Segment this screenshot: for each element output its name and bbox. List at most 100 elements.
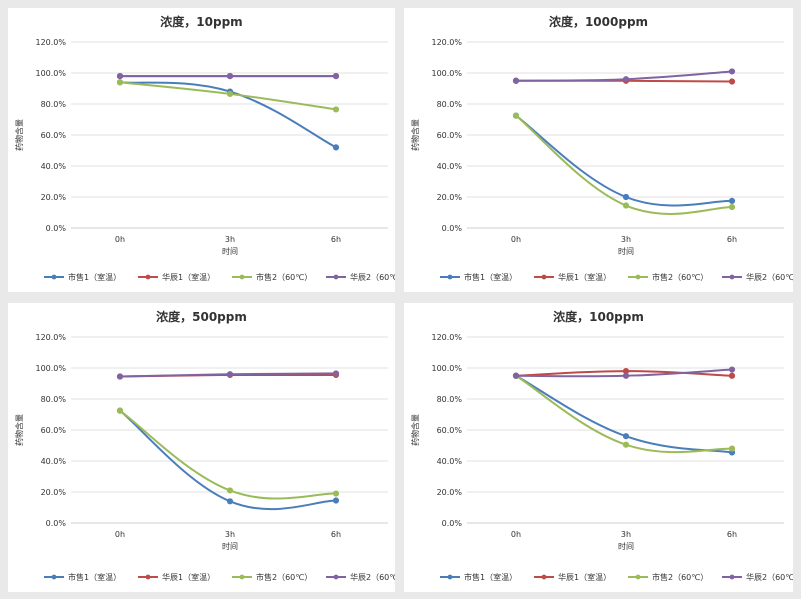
x-tick-label: 0h — [511, 235, 521, 244]
data-point — [332, 144, 340, 151]
y-tick-label: 0.0% — [442, 519, 463, 528]
data-point — [728, 78, 736, 85]
legend-marker — [541, 274, 547, 280]
series-line — [119, 409, 337, 500]
legend-label: 华辰2（60℃） — [746, 572, 793, 582]
y-tick-label: 40.0% — [437, 162, 463, 171]
legend-label: 市售1（室温） — [68, 272, 121, 282]
y-tick-label: 80.0% — [437, 100, 463, 109]
y-tick-label: 0.0% — [442, 224, 463, 233]
chart-title: 浓度，1000ppm — [549, 14, 648, 29]
data-point — [226, 487, 234, 494]
chart-svg: 浓度，100ppm 0.0% 20.0% 40.0% 60.0% 80.0% 100.0% 1… — [410, 309, 793, 582]
data-point — [226, 90, 234, 98]
legend-marker — [447, 274, 453, 280]
legend-marker — [51, 574, 57, 580]
y-tick-label: 100.0% — [35, 69, 66, 78]
y-tick-label: 60.0% — [41, 426, 67, 435]
y-tick-label: 40.0% — [41, 457, 67, 466]
data-point — [332, 370, 340, 377]
data-point — [728, 372, 736, 379]
legend-marker — [447, 574, 453, 580]
legend-label: 华辰2（60℃） — [746, 272, 793, 282]
y-axis-label: 药物含量 — [14, 414, 24, 446]
y-tick-label: 20.0% — [41, 193, 67, 202]
legend-label: 华辰2（60℃） — [350, 272, 395, 282]
data-point — [622, 441, 630, 448]
y-tick-label: 100.0% — [431, 364, 462, 373]
chart-panel: 浓度，100ppm 0.0% 20.0% 40.0% 60.0% 80.0% 100.0% 1… — [404, 303, 793, 592]
data-point — [622, 193, 630, 201]
legend-marker — [729, 274, 735, 280]
chart-panel: 浓度，1000ppm 0.0% 20.0% 40.0% 60.0% 80.0% 100.0%… — [404, 8, 793, 292]
legend-marker — [333, 574, 339, 580]
x-tick-label: 0h — [115, 235, 125, 244]
legend-label: 市售2（60℃） — [256, 272, 312, 282]
legend-marker — [729, 574, 735, 580]
x-tick-label: 6h — [331, 530, 341, 539]
y-tick-label: 120.0% — [35, 38, 66, 47]
chart-svg: 浓度，10ppm 0.0% 20.0% 40.0% 60.0% 80.0% 100.0% 12… — [14, 14, 395, 282]
data-point — [728, 203, 736, 211]
y-tick-label: 80.0% — [41, 100, 67, 109]
data-point — [226, 371, 234, 378]
legend-marker — [145, 574, 151, 580]
legend-label: 华辰1（室温） — [162, 272, 215, 282]
legend-label: 华辰2（60℃） — [350, 572, 395, 582]
legend-label: 市售2（60℃） — [652, 572, 708, 582]
data-point — [116, 373, 124, 380]
data-point — [728, 197, 736, 204]
x-tick-label: 6h — [331, 235, 341, 244]
chart-title: 浓度，100ppm — [553, 309, 644, 324]
x-tick-label: 3h — [621, 235, 631, 244]
y-axis-label: 药物含量 — [14, 119, 24, 151]
series-line — [515, 114, 733, 207]
series-line — [119, 409, 337, 511]
y-tick-label: 80.0% — [437, 395, 463, 404]
legend-label: 华辰1（室温） — [558, 572, 611, 582]
data-point — [512, 372, 520, 379]
y-tick-label: 0.0% — [46, 519, 67, 528]
legend-marker — [541, 574, 547, 580]
chart-panel: 浓度，10ppm 0.0% 20.0% 40.0% 60.0% 80.0% 100.0% 12… — [8, 8, 395, 292]
legend-label: 华辰1（室温） — [162, 572, 215, 582]
y-tick-label: 40.0% — [437, 457, 463, 466]
data-point — [226, 498, 234, 505]
x-tick-label: 6h — [727, 530, 737, 539]
legend-label: 市售1（室温） — [464, 572, 517, 582]
y-tick-label: 120.0% — [431, 333, 462, 342]
legend-label: 市售1（室温） — [68, 572, 121, 582]
y-tick-label: 0.0% — [46, 224, 67, 233]
y-tick-label: 20.0% — [41, 488, 67, 497]
legend-marker — [51, 274, 57, 280]
x-tick-label: 0h — [115, 530, 125, 539]
x-axis-label: 时间 — [222, 246, 238, 256]
y-tick-label: 20.0% — [437, 193, 463, 202]
data-point — [116, 73, 124, 80]
y-axis-label: 药物含量 — [410, 414, 420, 446]
series-line — [515, 374, 733, 454]
chart-title: 浓度，10ppm — [160, 14, 242, 29]
y-tick-label: 60.0% — [437, 426, 463, 435]
y-tick-label: 20.0% — [437, 488, 463, 497]
data-point — [116, 407, 124, 414]
y-tick-label: 100.0% — [35, 364, 66, 373]
data-point — [332, 73, 340, 80]
legend-label: 华辰1（室温） — [558, 272, 611, 282]
y-tick-label: 80.0% — [41, 395, 67, 404]
legend-label: 市售1（室温） — [464, 272, 517, 282]
x-axis-label: 时间 — [618, 541, 634, 551]
data-point — [622, 202, 630, 209]
data-point — [332, 106, 340, 113]
data-point — [728, 445, 736, 452]
legend-marker — [333, 274, 339, 280]
legend-marker — [239, 274, 245, 280]
legend-marker — [635, 274, 641, 280]
x-tick-label: 3h — [225, 530, 235, 539]
chart-title: 浓度，500ppm — [156, 309, 247, 324]
series-line — [515, 374, 733, 454]
data-point — [512, 77, 520, 84]
legend-label: 市售2（60℃） — [256, 572, 312, 582]
y-tick-label: 60.0% — [41, 131, 67, 140]
